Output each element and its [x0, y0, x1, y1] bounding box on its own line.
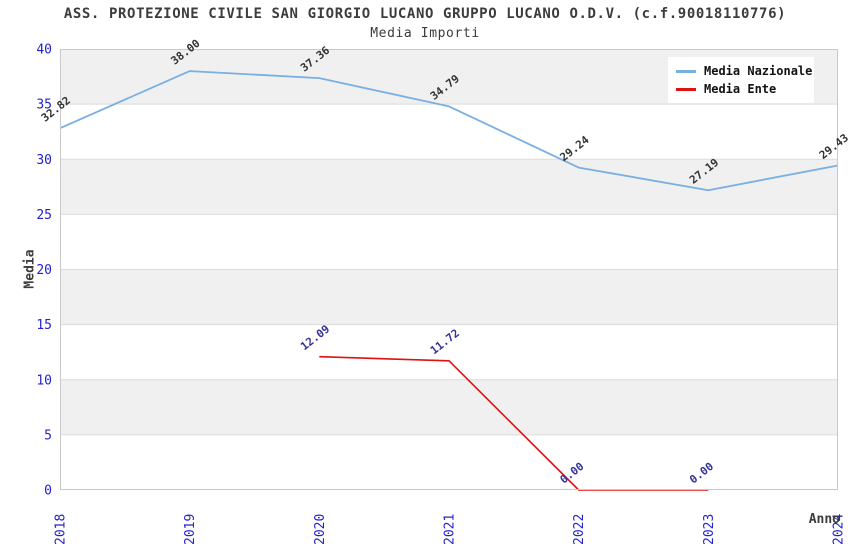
series-line-media-nazionale — [59, 70, 839, 192]
plot-band — [60, 324, 838, 380]
y-tick-label: 15 — [36, 318, 52, 333]
chart-subtitle: Media Importi — [370, 26, 480, 41]
y-tick-label: 40 — [36, 43, 52, 58]
x-tick-label: 2022 — [572, 514, 587, 545]
plot-band — [60, 379, 838, 435]
y-tick-label: 10 — [36, 373, 52, 388]
plot-band — [60, 104, 838, 160]
x-tick-label: 2019 — [183, 514, 198, 545]
plot-band — [60, 214, 838, 270]
y-tick-label: 0 — [44, 484, 52, 499]
legend-swatch-media-nazionale — [676, 69, 696, 73]
y-tick-label: 35 — [36, 98, 52, 113]
legend-item-media-ente: Media Ente — [676, 80, 814, 98]
y-tick-label: 25 — [36, 208, 52, 223]
x-tick-label: 2024 — [832, 514, 847, 545]
plot-band — [60, 159, 838, 215]
legend-label-media-nazionale: Media Nazionale — [704, 64, 813, 78]
plot-frame — [60, 49, 838, 490]
x-tick-label: 2023 — [702, 514, 717, 545]
y-axis-title: Media — [22, 249, 38, 289]
y-tick-label: 30 — [36, 153, 52, 168]
legend-label-media-ente: Media Ente — [704, 82, 777, 96]
y-tick-label: 20 — [36, 263, 52, 278]
legend-item-media-nazionale: Media Nazionale — [676, 62, 814, 80]
x-axis-title: Anno — [808, 512, 840, 527]
plot-band — [60, 434, 838, 490]
plot-band — [60, 269, 838, 325]
x-tick-label: 2018 — [54, 514, 69, 545]
legend-swatch-media-ente — [676, 87, 696, 91]
x-tick-label: 2020 — [313, 514, 328, 545]
x-tick-label: 2021 — [443, 514, 458, 545]
chart-legend: Media Nazionale Media Ente — [668, 57, 814, 103]
chart-title: ASS. PROTEZIONE CIVILE SAN GIORGIO LUCAN… — [63, 6, 787, 22]
y-tick-label: 5 — [44, 428, 52, 443]
